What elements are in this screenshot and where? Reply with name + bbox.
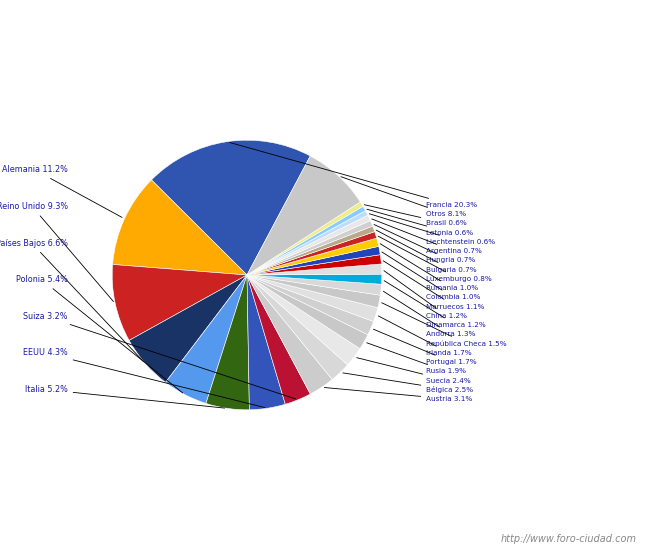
Wedge shape [247, 206, 365, 275]
Text: Marruecos 1.1%: Marruecos 1.1% [384, 261, 485, 310]
Text: Letonia 0.6%: Letonia 0.6% [367, 209, 473, 235]
Wedge shape [247, 156, 360, 275]
Text: Bulgaria 0.7%: Bulgaria 0.7% [376, 230, 477, 273]
Text: China 1.2%: China 1.2% [384, 271, 467, 319]
Wedge shape [112, 180, 247, 275]
Wedge shape [247, 274, 382, 284]
Text: Colombia 1.0%: Colombia 1.0% [382, 252, 481, 300]
Wedge shape [247, 275, 380, 307]
Wedge shape [247, 275, 382, 295]
Text: Irlanda 1.7%: Irlanda 1.7% [378, 316, 472, 356]
Wedge shape [247, 246, 380, 275]
Text: Liechtenstein 0.6%: Liechtenstein 0.6% [369, 214, 495, 245]
Wedge shape [247, 215, 370, 275]
Wedge shape [151, 140, 310, 275]
Text: Brasil 0.6%: Brasil 0.6% [365, 205, 467, 227]
Text: Rumania 1.0%: Rumania 1.0% [380, 244, 478, 291]
Wedge shape [247, 255, 382, 275]
Text: Dinamarca 1.2%: Dinamarca 1.2% [384, 280, 486, 328]
Wedge shape [129, 275, 247, 382]
Wedge shape [247, 232, 376, 275]
Text: Italia 5.2%: Italia 5.2% [25, 385, 225, 408]
Text: Suecia 2.4%: Suecia 2.4% [357, 358, 471, 383]
Wedge shape [247, 275, 310, 404]
Text: Austria 3.1%: Austria 3.1% [324, 388, 473, 402]
Text: Francia 20.3%: Francia 20.3% [229, 142, 478, 208]
Wedge shape [247, 226, 374, 275]
Wedge shape [247, 275, 368, 349]
Wedge shape [247, 275, 374, 335]
Wedge shape [247, 221, 372, 275]
Wedge shape [206, 275, 250, 410]
Wedge shape [247, 202, 363, 275]
Text: República Checa 1.5%: República Checa 1.5% [382, 302, 507, 347]
Text: EEUU 4.3%: EEUU 4.3% [23, 349, 265, 408]
Text: Gavà - Turistas extranjeros según país - Abril de 2024: Gavà - Turistas extranjeros según país -… [103, 10, 547, 26]
Wedge shape [247, 275, 348, 380]
Wedge shape [247, 275, 360, 365]
Text: Bélgica 2.5%: Bélgica 2.5% [343, 373, 473, 393]
Text: Luxemburgo 0.8%: Luxemburgo 0.8% [378, 236, 492, 282]
Text: Rusia 1.9%: Rusia 1.9% [367, 343, 466, 375]
Wedge shape [112, 265, 247, 340]
Wedge shape [247, 264, 382, 275]
Wedge shape [247, 275, 332, 394]
Text: Andorra 1.3%: Andorra 1.3% [384, 292, 476, 337]
Text: Suiza 3.2%: Suiza 3.2% [23, 312, 296, 399]
Text: Hungria 0.7%: Hungria 0.7% [374, 224, 476, 263]
Text: Países Bajos 6.6%: Países Bajos 6.6% [0, 239, 143, 361]
Text: Otros 8.1%: Otros 8.1% [341, 177, 467, 217]
Text: Alemania 11.2%: Alemania 11.2% [2, 166, 122, 217]
Wedge shape [166, 275, 247, 403]
Text: Reino Unido 9.3%: Reino Unido 9.3% [0, 202, 114, 301]
Text: Argentina 0.7%: Argentina 0.7% [372, 219, 482, 254]
Wedge shape [247, 275, 378, 321]
Wedge shape [247, 211, 368, 275]
Text: Portugal 1.7%: Portugal 1.7% [374, 329, 477, 365]
Wedge shape [247, 238, 379, 275]
Wedge shape [247, 275, 285, 410]
Text: Polonia 5.4%: Polonia 5.4% [16, 275, 183, 393]
Text: http://www.foro-ciudad.com: http://www.foro-ciudad.com [501, 535, 637, 544]
